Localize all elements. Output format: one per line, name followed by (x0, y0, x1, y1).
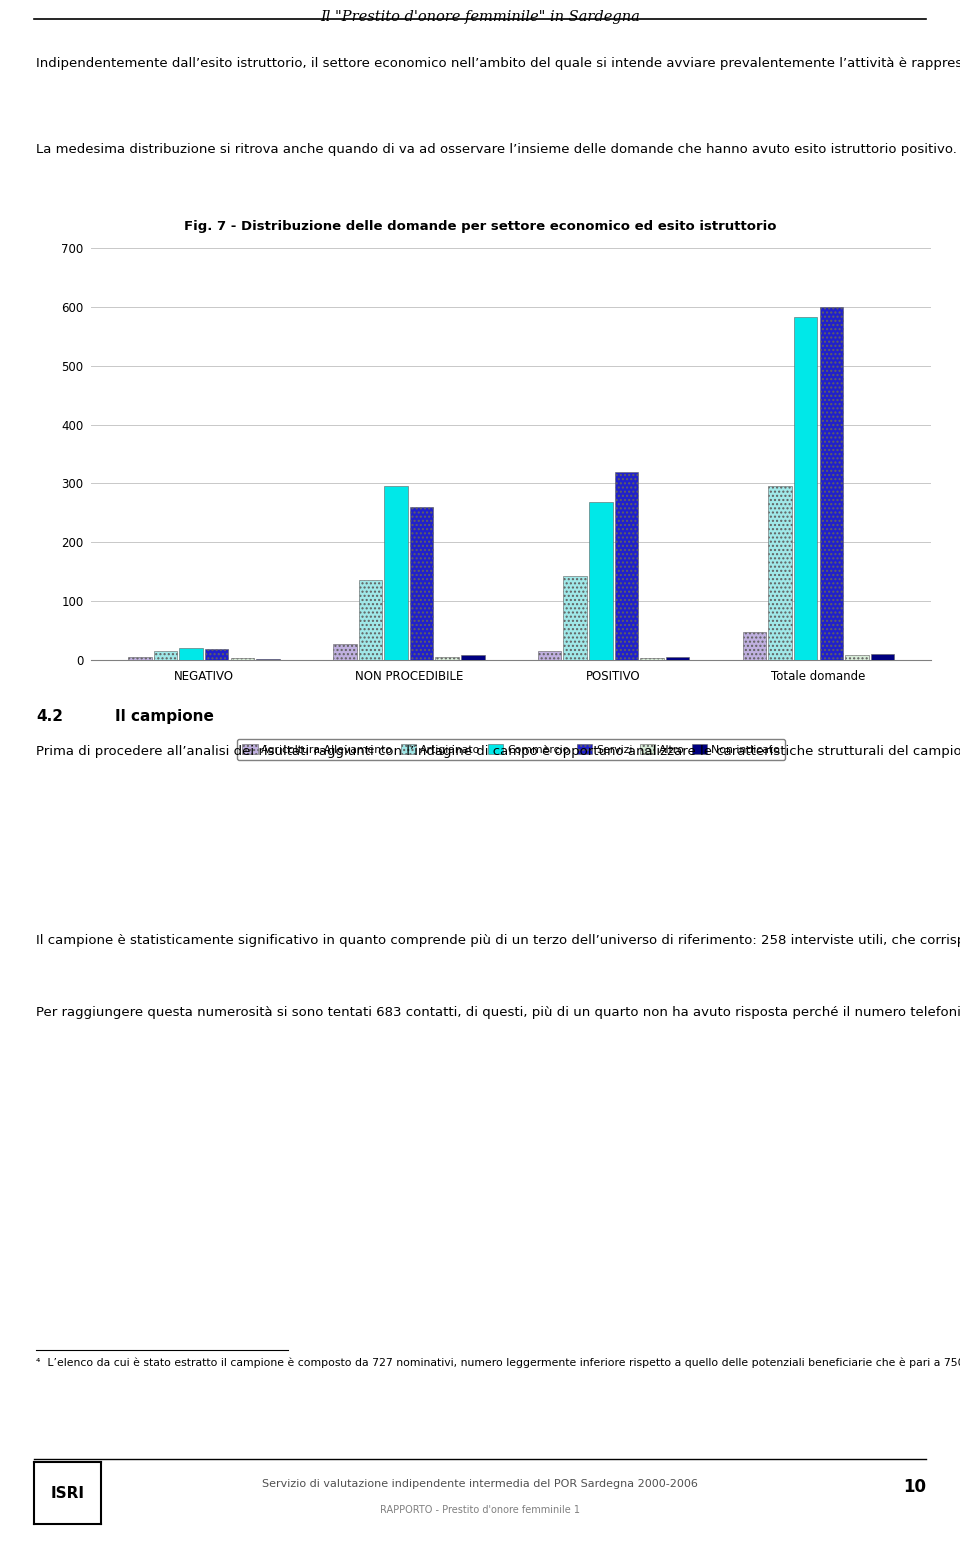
Bar (436, 656, 459, 660)
Bar (461, 655, 485, 660)
Bar (768, 486, 792, 660)
Bar (333, 644, 356, 660)
Bar (640, 658, 663, 660)
Bar (794, 317, 818, 660)
Bar (128, 656, 152, 660)
Bar (666, 656, 689, 660)
Text: Fig. 7 - Distribuzione delle domande per settore economico ed esito istruttorio: Fig. 7 - Distribuzione delle domande per… (183, 220, 777, 233)
Bar (614, 472, 638, 660)
Text: Il campione: Il campione (115, 709, 214, 725)
Text: Per raggiungere questa numerosità si sono tentati 683 contatti, di questi, più d: Per raggiungere questa numerosità si son… (36, 1006, 960, 1018)
Text: RAPPORTO - Prestito d'onore femminile 1: RAPPORTO - Prestito d'onore femminile 1 (380, 1505, 580, 1515)
Bar (538, 650, 562, 660)
Bar (564, 576, 587, 660)
Text: ISRI: ISRI (50, 1485, 84, 1501)
Bar (204, 649, 228, 660)
Bar (384, 486, 408, 660)
Text: La medesima distribuzione si ritrova anche quando di va ad osservare l’insieme d: La medesima distribuzione si ritrova anc… (36, 143, 960, 155)
Text: Il campione è statisticamente significativo in quanto comprende più di un terzo : Il campione è statisticamente significat… (36, 934, 960, 947)
Bar (410, 508, 433, 660)
Bar (154, 650, 178, 660)
Bar (845, 655, 869, 660)
Text: Servizio di valutazione indipendente intermedia del POR Sardegna 2000-2006: Servizio di valutazione indipendente int… (262, 1479, 698, 1488)
Text: Il "Prestito d'onore femminile" in Sardegna: Il "Prestito d'onore femminile" in Sarde… (320, 9, 640, 25)
Bar (180, 647, 203, 660)
Legend: Agricoltura-Allevamento, Artigianato, Commercio, Servizi, Altro, Non indicato: Agricoltura-Allevamento, Artigianato, Co… (237, 739, 785, 760)
Bar (589, 503, 612, 660)
Text: Prima di procedere all’analisi dei risultati raggiunti con l’indagine di campo è: Prima di procedere all’analisi dei risul… (36, 745, 960, 757)
Text: 4.2: 4.2 (36, 709, 63, 725)
Text: 10: 10 (903, 1478, 926, 1496)
Bar (820, 307, 843, 660)
Bar (743, 632, 766, 660)
Text: ⁴  L’elenco da cui è stato estratto il campione è composto da 727 nominativi, nu: ⁴ L’elenco da cui è stato estratto il ca… (36, 1358, 960, 1369)
Text: Indipendentemente dall’esito istruttorio, il settore economico nell’ambito del q: Indipendentemente dall’esito istruttorio… (36, 57, 960, 70)
Bar (359, 580, 382, 660)
Bar (871, 653, 895, 660)
